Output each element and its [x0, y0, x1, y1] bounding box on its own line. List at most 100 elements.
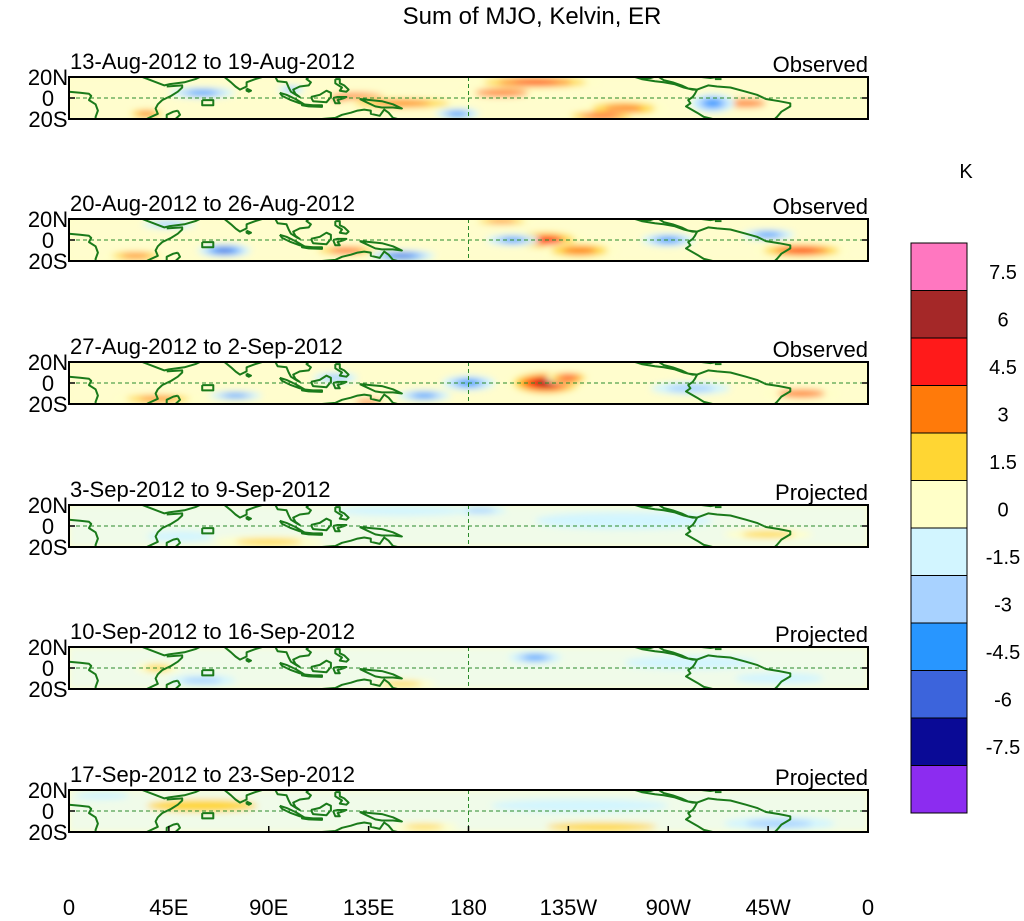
coastline-7: [274, 505, 312, 526]
x-tick-label: 45E: [149, 895, 188, 920]
coastline-1: [69, 90, 99, 119]
coastline-11: [332, 666, 348, 675]
colorbar: K 7.5 6 4.5 3 1.5 0 -1.5 -3 -4.5 -6 -7.5: [910, 161, 1020, 814]
anomaly-7-level-3: [412, 393, 436, 398]
colorbar-box-5: [910, 432, 968, 481]
y-tick-label: 20S: [28, 392, 67, 417]
coastline-5: [215, 77, 263, 91]
y-tick-label: 20S: [28, 535, 67, 560]
coastlines: [69, 362, 792, 404]
coastline-4: [165, 537, 181, 547]
coastline-1: [69, 518, 99, 547]
y-tick-label: 20N: [28, 778, 68, 803]
colorbar-level-label: -6: [994, 689, 1012, 711]
panel-type-label: Projected: [775, 480, 868, 505]
anomaly-1-level-2: [235, 538, 303, 545]
coastline-11: [332, 524, 348, 533]
panel-type-label: Projected: [775, 622, 868, 647]
coastline-4: [165, 251, 181, 261]
colorbar-level-label: 3: [997, 404, 1008, 426]
anomaly-5-level-1: [623, 656, 758, 670]
anomaly-2-level-2: [182, 677, 223, 684]
anomaly-6-level-4: [588, 114, 615, 118]
colorbar-unit-label: K: [959, 161, 973, 183]
x-tick-label: 0: [63, 895, 75, 920]
coastline-7: [274, 77, 312, 98]
colorbar-level-label: -1.5: [986, 547, 1020, 569]
figure-title: Sum of MJO, Kelvin, ER: [403, 3, 662, 30]
coastline-10: [310, 374, 332, 389]
coastline-9: [301, 673, 323, 678]
coastline-13: [359, 668, 403, 680]
anomaly-2-level-1: [146, 799, 258, 813]
colorbar-box-2: [910, 290, 968, 339]
anomaly-6-level-1: [146, 531, 214, 542]
anomaly-10-level-3: [656, 237, 680, 243]
coastline-10: [310, 231, 332, 246]
coastline-5: [215, 790, 263, 804]
coastline-6: [245, 800, 252, 806]
y-tick-label: 20S: [28, 107, 67, 132]
x-tick-label: 180: [450, 895, 487, 920]
coastline-17: [685, 517, 713, 547]
colorbar-box-7: [910, 527, 968, 576]
x-tick-label: 0: [862, 895, 874, 920]
x-tick-label: 90E: [249, 895, 288, 920]
coastline-12: [334, 363, 350, 378]
anomaly-3-level-2: [463, 507, 496, 513]
coastline-14: [321, 250, 398, 261]
colorbar-level-label: -7.5: [986, 737, 1020, 759]
coastline-13: [359, 240, 403, 252]
anomaly-8-level-4: [390, 254, 414, 258]
coastline-2: [146, 654, 184, 689]
y-tick-label: 20S: [28, 249, 67, 274]
coastline-14: [321, 536, 398, 547]
coastline-2: [146, 797, 184, 832]
coastline-13: [359, 98, 403, 110]
coastline-3: [141, 647, 201, 657]
y-tick-label: 20N: [28, 493, 68, 518]
coastline-12: [334, 648, 350, 663]
coastline-10: [310, 802, 332, 817]
x-tick-label: 135W: [540, 895, 598, 920]
coastline-16: [696, 369, 792, 404]
anomaly-5-level-3: [604, 104, 643, 113]
anomaly-4-level-3: [329, 248, 364, 253]
coastline-6: [245, 515, 252, 521]
coastline-1: [69, 232, 99, 261]
anomaly-3-level-2: [745, 819, 813, 828]
coastline-20: [201, 669, 215, 677]
coastline-17: [685, 374, 713, 404]
panel-date-range: 13-Aug-2012 to 19-Aug-2012: [70, 49, 355, 74]
panel-date-range: 20-Aug-2012 to 26-Aug-2012: [70, 191, 355, 216]
colorbar-level-label: -3: [994, 594, 1012, 616]
y-tick-label: 20N: [28, 350, 68, 375]
y-tick-label: 20S: [28, 820, 67, 845]
x-axis: 0 45E 90E 135E 180 135W 90W 45W 0: [63, 826, 874, 920]
coastline-11: [332, 809, 348, 818]
coastline-5: [215, 219, 263, 233]
coastline-2: [146, 226, 184, 261]
y-tick-label: 20N: [28, 635, 68, 660]
panel-date-range: 27-Aug-2012 to 2-Sep-2012: [70, 334, 343, 359]
coastline-17: [685, 659, 713, 689]
anomaly-12-level-3: [137, 111, 157, 116]
anomaly-2-level-2: [475, 88, 529, 97]
panel-date-range: 17-Sep-2012 to 23-Sep-2012: [70, 762, 355, 787]
anomaly-5-level-3: [121, 253, 150, 258]
coastline-7: [274, 219, 312, 240]
coastline-14: [321, 108, 398, 119]
panel-type-label: Observed: [773, 337, 868, 362]
coastline-2: [146, 84, 184, 119]
x-tick-label: 90W: [646, 895, 691, 920]
coastline-6: [245, 87, 252, 93]
colorbar-level-label: 4.5: [989, 357, 1017, 379]
coastline-3: [141, 505, 201, 515]
coastline-17: [685, 802, 713, 832]
x-tick-label: 135E: [343, 895, 394, 920]
anomaly-6-level-3: [487, 219, 517, 223]
colorbar-level-label: 6: [997, 309, 1008, 331]
coastline-17: [685, 89, 713, 119]
